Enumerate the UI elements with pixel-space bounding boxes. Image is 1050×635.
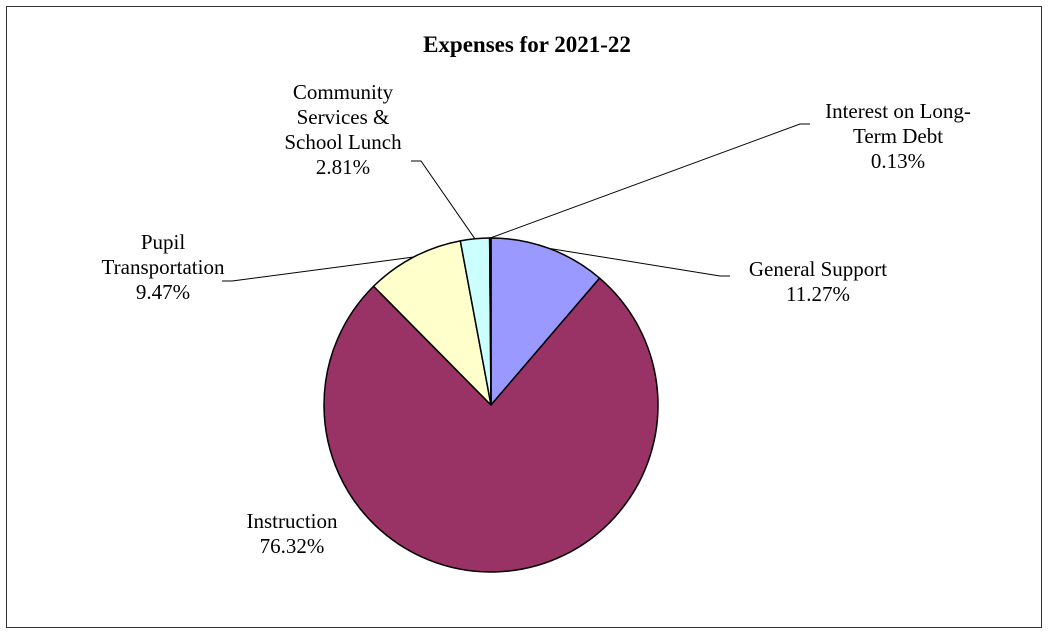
leader-lines <box>222 123 810 282</box>
slice-label: Community Services & School Lunch 2.81% <box>284 80 402 179</box>
leader-line <box>548 247 730 277</box>
chart-title: Expenses for 2021-22 <box>423 32 631 57</box>
leader-line <box>490 123 810 239</box>
slice-label: General Support 11.27% <box>749 257 887 306</box>
leader-line <box>222 256 414 282</box>
slice-label: Instruction 76.32% <box>247 509 338 558</box>
slice-label: Interest on Long-Term Debt 0.13% <box>825 99 971 173</box>
pie-slice-pupil-transportation <box>372 240 492 406</box>
leader-line <box>411 160 476 240</box>
slice-labels: General Support 11.27% Instruction 76.32% Pu… <box>102 80 971 558</box>
pie-slice-interest-on-long-term-debt <box>488 237 492 406</box>
pie-slice-general-support <box>490 237 601 406</box>
pie-slice-instruction <box>323 277 659 573</box>
pie-slices <box>323 237 659 573</box>
slice-label: Pupil Transportation 9.47% <box>102 230 225 304</box>
